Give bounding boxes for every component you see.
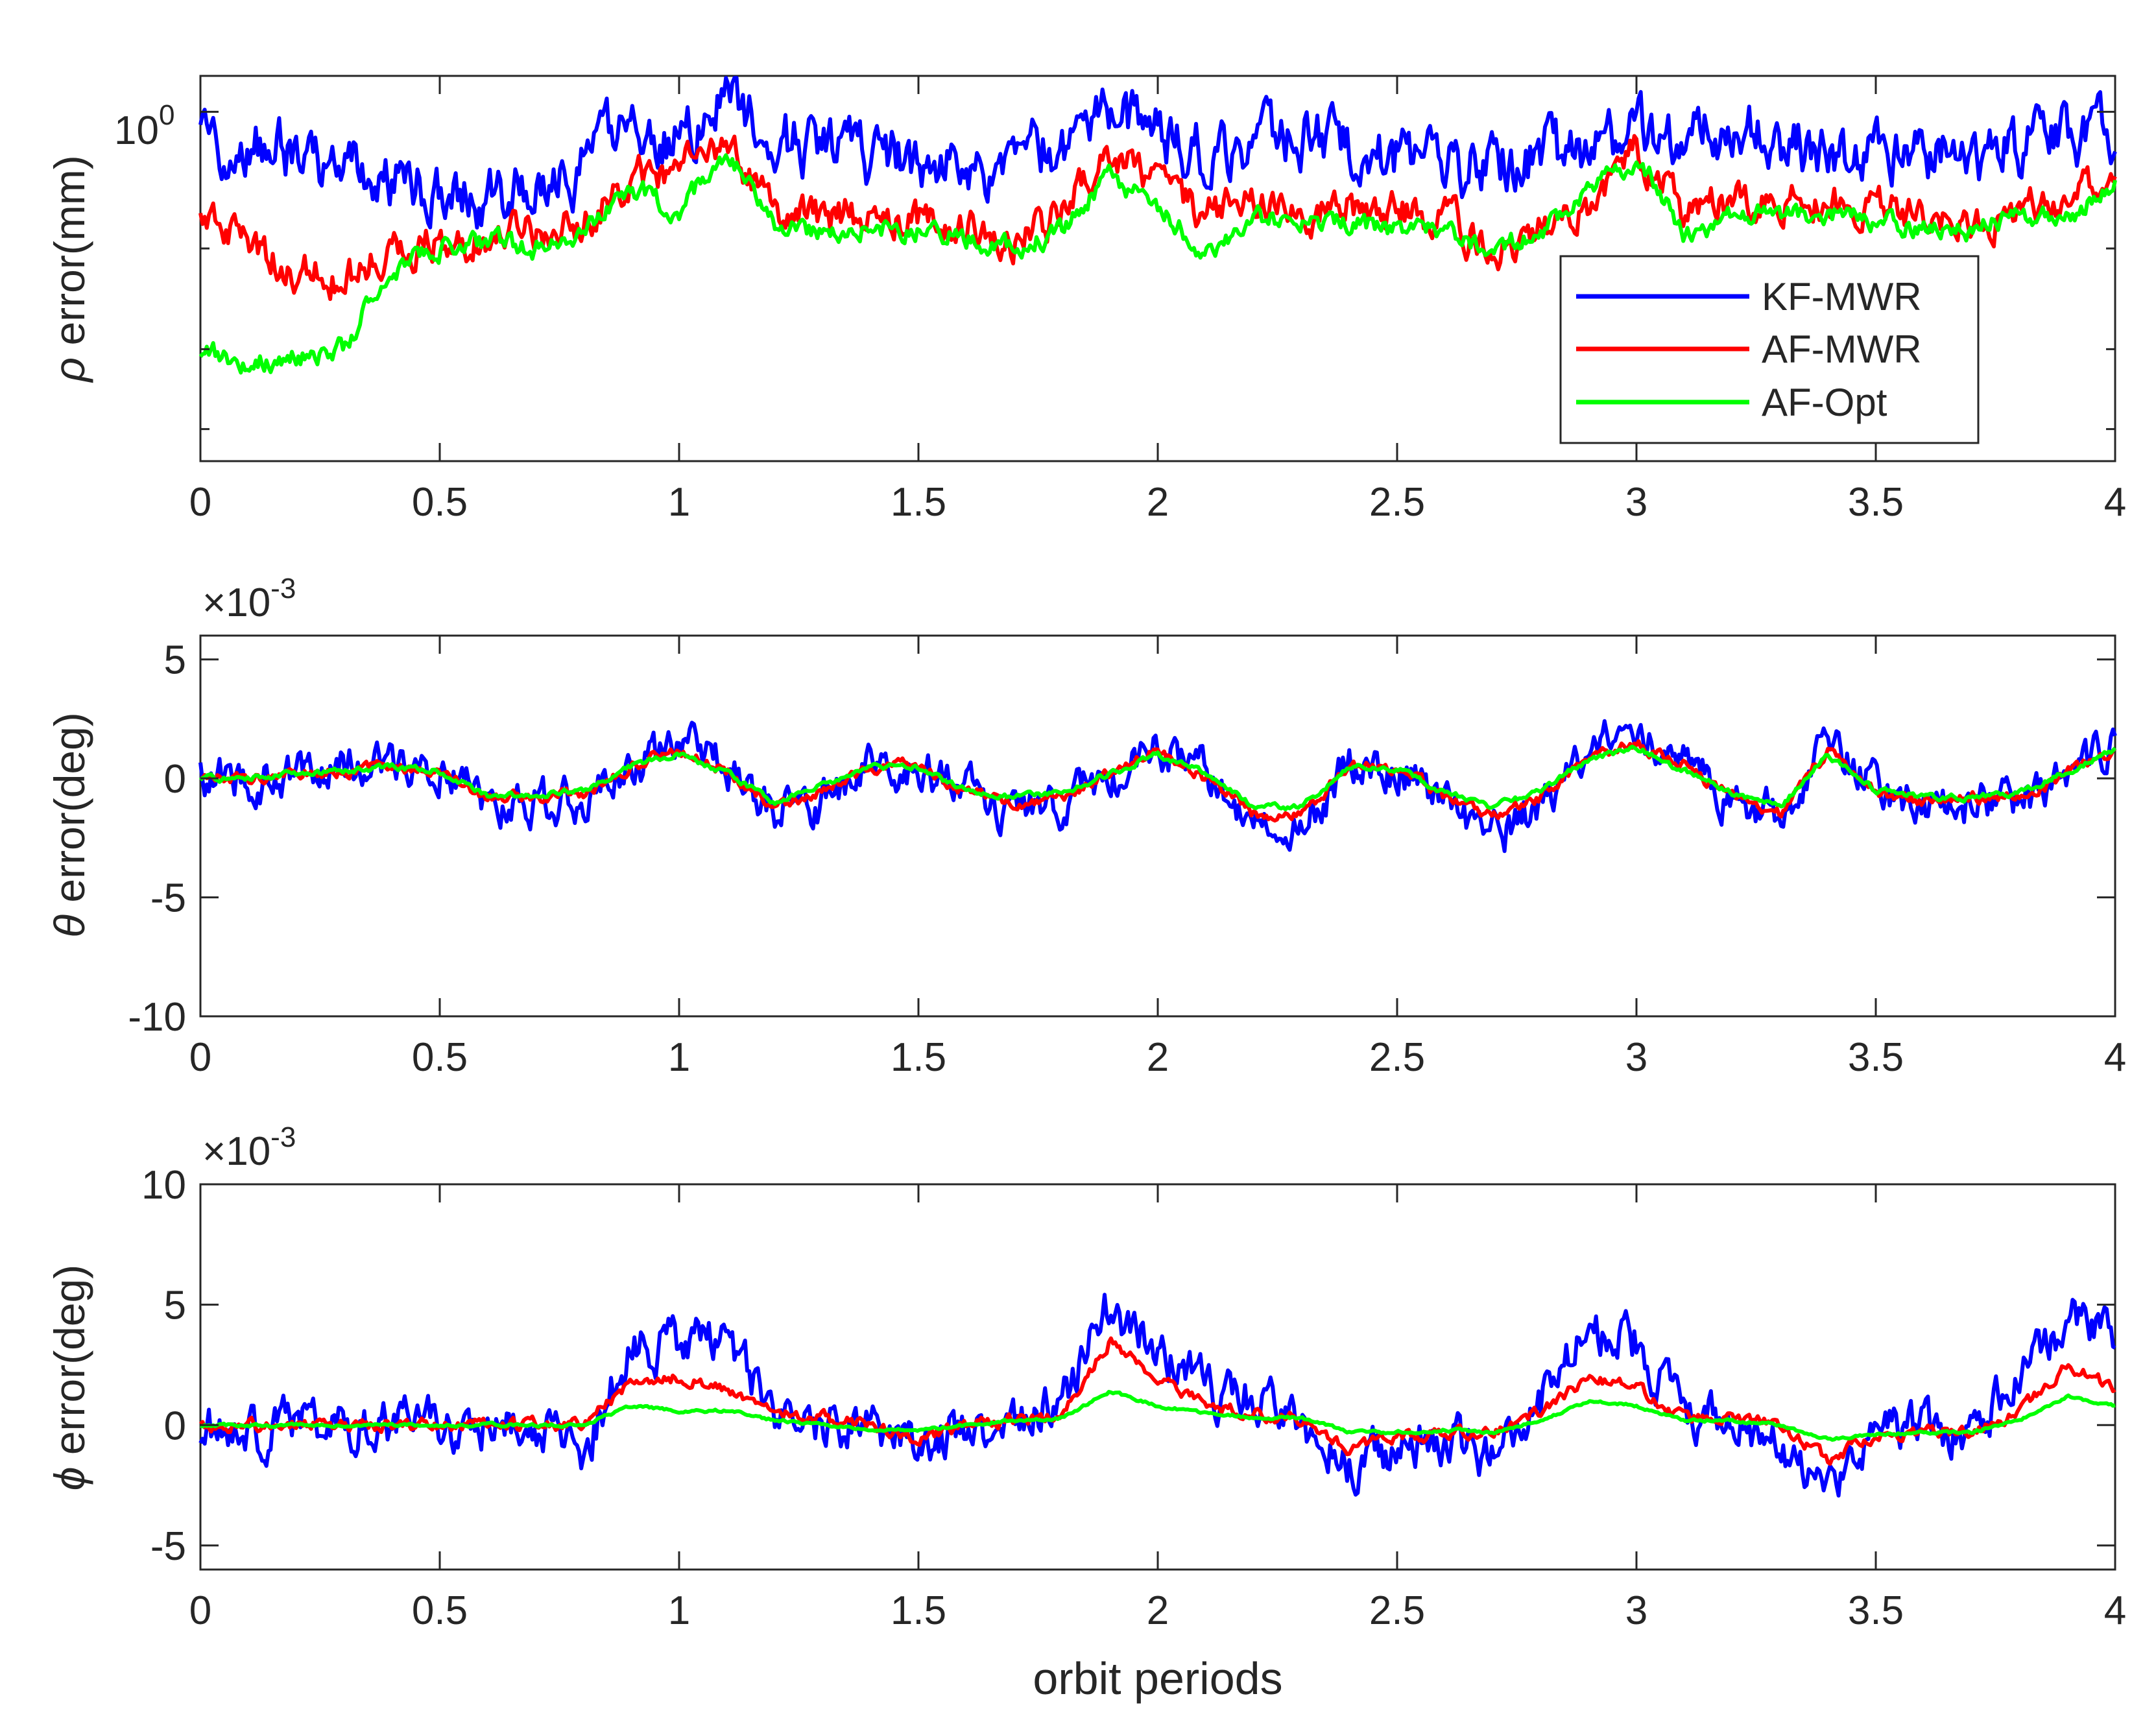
x-tick-label: 0.5 [412,1035,468,1080]
rho-error-panel: 0 0.5 1 1.5 2 2.5 3 3.5 4 100 ρ error(mm) KF-MWR… [45,75,2126,525]
x-tick-label: 2.5 [1369,1035,1425,1080]
x-tick-label: 0.5 [412,1588,468,1633]
y-tick-label: 0 [164,1403,186,1448]
x-tick-label: 1 [668,1035,690,1080]
series-line-af-mwr [198,1336,2116,1466]
y-tick-label: 10 [141,1163,186,1208]
theta-error-panel: 0 0.5 1 1.5 2 2.5 3 3.5 4 5 0 -5 -10 ×10-3 θ error(d… [45,573,2126,1080]
theta-series-lines [198,719,2117,854]
phi-multiplier: ×10-3 [202,1121,296,1174]
theta-axes-box [199,634,2116,1018]
x-tick-label: 3 [1625,480,1647,525]
x-tick-label: 2.5 [1369,480,1425,525]
y-tick-label: -5 [150,876,186,921]
x-tick-label: 0.5 [412,480,468,525]
phi-axes-box [199,1183,2116,1571]
rho-ytick-label: 100 [114,99,174,153]
rho-series-lines [198,76,2117,375]
x-tick-label: 0 [189,1035,211,1080]
x-tick-label: 2 [1147,480,1169,525]
theta-multiplier: ×10-3 [202,573,296,625]
y-tick-label: 0 [164,757,186,802]
x-tick-label: 2 [1147,1035,1169,1080]
x-tick-label: 4 [2104,1035,2126,1080]
x-tick-label: 3.5 [1848,1588,1904,1633]
x-tick-label: 3 [1625,1588,1647,1633]
y-tick-label: -5 [150,1524,186,1569]
phi-ylabel: ϕ error(deg) [45,1265,93,1490]
legend-label-kf-mwr: KF-MWR [1762,275,1922,318]
series-line-af-mwr [198,134,2117,302]
x-tick-label: 2.5 [1369,1588,1425,1633]
x-tick-label: 4 [2104,1588,2126,1633]
legend-label-af-mwr: AF-MWR [1762,328,1922,371]
theta-ylabel: θ error(deg) [45,712,93,938]
x-axis-label: orbit periods [1033,1653,1282,1704]
x-tick-label: 0 [189,1588,211,1633]
x-tick-label: 4 [2104,480,2126,525]
x-tick-label: 1 [668,1588,690,1633]
y-tick-label: 5 [164,638,186,683]
y-tick-label: 5 [164,1284,186,1328]
x-tick-label: 1 [668,480,690,525]
series-line-af-opt [200,1390,2116,1442]
legend: KF-MWR AF-MWR AF-Opt [1559,255,1980,444]
series-line-kf-mwr [198,1293,2116,1498]
x-tick-label: 0 [189,480,211,525]
phi-series-lines [198,1293,2116,1498]
theta-ticks: 0 0.5 1 1.5 2 2.5 3 3.5 4 5 0 -5 -10 [128,636,2126,1080]
y-tick-label: -10 [128,995,186,1040]
x-tick-label: 1.5 [891,1035,946,1080]
x-tick-label: 2 [1147,1588,1169,1633]
legend-label-af-opt: AF-Opt [1762,381,1887,424]
x-tick-label: 3.5 [1848,1035,1904,1080]
x-tick-label: 1.5 [891,480,946,525]
x-tick-label: 1.5 [891,1588,946,1633]
series-line-kf-mwr [198,76,2117,230]
x-tick-label: 3.5 [1848,480,1904,525]
x-tick-label: 3 [1625,1035,1647,1080]
series-line-kf-mwr [198,719,2117,854]
rho-ticks: 0 0.5 1 1.5 2 2.5 3 3.5 4 [189,76,2126,525]
rho-ylabel: ρ error(mm) [45,155,93,383]
series-line-af-opt [198,153,2117,375]
series-line-af-opt [198,745,2117,811]
